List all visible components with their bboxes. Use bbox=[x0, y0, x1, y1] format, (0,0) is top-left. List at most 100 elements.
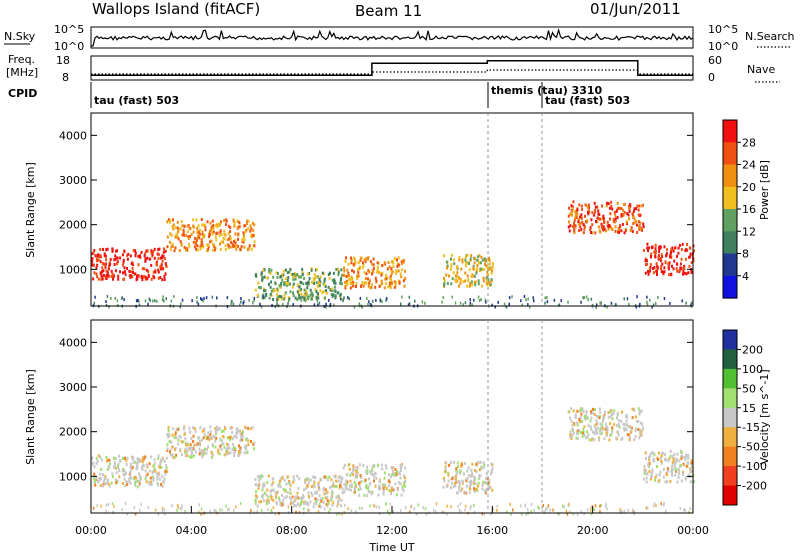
power-cell-891 bbox=[450, 264, 453, 268]
velocity-cell-816 bbox=[391, 465, 393, 469]
velocity-cell-678 bbox=[255, 490, 258, 494]
power-cell-1070 bbox=[568, 220, 570, 224]
power-cell-496 bbox=[282, 269, 285, 273]
power-cell-277 bbox=[235, 247, 238, 251]
power-cell-287 bbox=[170, 233, 173, 237]
power-cell-665 bbox=[276, 293, 279, 297]
power-cell-267 bbox=[172, 227, 175, 231]
velocity-cell-1078 bbox=[574, 416, 577, 420]
velocity-cell-274 bbox=[231, 431, 233, 435]
velocity-cell-627 bbox=[322, 488, 325, 492]
power-cell-896 bbox=[451, 277, 454, 281]
power-cell-1197 bbox=[602, 216, 605, 220]
velocity-cell-1452 bbox=[524, 503, 527, 507]
power-cell-476 bbox=[319, 289, 322, 293]
velocity-cell-97 bbox=[149, 480, 152, 484]
velocity-cell-1332 bbox=[651, 468, 654, 472]
velocity-cell-150 bbox=[141, 468, 144, 471]
power-cell-1319 bbox=[656, 265, 659, 269]
velocity-cell-319 bbox=[171, 445, 174, 449]
velocity-cell-654 bbox=[321, 497, 324, 501]
power-cell-511 bbox=[278, 295, 281, 298]
velocity-cell-242 bbox=[192, 454, 195, 458]
power-cell-770 bbox=[362, 264, 365, 268]
velocity-cell-1456 bbox=[270, 508, 272, 512]
power-cell-1576 bbox=[546, 300, 549, 304]
velocity-cell-502 bbox=[306, 484, 309, 488]
velocity-cell-1564 bbox=[627, 508, 629, 512]
velocity-cell-91 bbox=[99, 472, 102, 476]
power-cell-792 bbox=[374, 276, 377, 280]
velocity-cell-1471 bbox=[121, 508, 123, 511]
power-cell-372 bbox=[192, 240, 195, 244]
power-cell-1018 bbox=[632, 222, 635, 226]
power-cell-309 bbox=[247, 219, 250, 223]
velocity-cell-1277 bbox=[650, 477, 652, 481]
velocity-cell-1486 bbox=[561, 504, 564, 508]
power-cell-1346 bbox=[684, 249, 687, 253]
velocity-cell-1354 bbox=[676, 452, 679, 456]
power-cell-490 bbox=[328, 276, 331, 280]
velocity-cell-1369 bbox=[520, 504, 522, 508]
power-cell-725 bbox=[350, 261, 353, 265]
power-cell-1358 bbox=[655, 262, 658, 266]
velocity-cell-595 bbox=[258, 475, 261, 479]
power-cell-989 bbox=[443, 279, 446, 283]
power-cell-333 bbox=[229, 237, 232, 241]
power-cell-1443 bbox=[408, 295, 411, 299]
power-cell-450 bbox=[223, 219, 226, 222]
velocity-cell-1318 bbox=[674, 468, 677, 472]
power-cell-1298 bbox=[682, 270, 685, 274]
power-cell-1439 bbox=[116, 299, 119, 303]
velocity-cell-1385 bbox=[684, 508, 686, 512]
velocity-cell-868 bbox=[381, 463, 383, 467]
power-cell-331 bbox=[206, 220, 209, 224]
power-cell-1550 bbox=[544, 301, 546, 305]
velocity-cell-1114 bbox=[577, 431, 580, 435]
velocity-cell-305 bbox=[215, 432, 217, 436]
velocity-cell-1356 bbox=[680, 451, 683, 454]
power-cell-762 bbox=[354, 257, 356, 261]
power-cell-619 bbox=[286, 279, 289, 282]
velocity-cell-604 bbox=[288, 496, 291, 500]
velocity-cell-64 bbox=[123, 477, 126, 481]
velocity-cell-330 bbox=[209, 433, 212, 437]
velocity-cell-613 bbox=[325, 475, 328, 479]
velocity-cell-1296 bbox=[658, 479, 661, 482]
velocity-cell-600 bbox=[306, 477, 309, 481]
velocity-cell-228 bbox=[195, 443, 198, 447]
power-cell-1551 bbox=[464, 301, 467, 305]
power-cell-1135 bbox=[587, 212, 590, 216]
velocity-cell-1429 bbox=[200, 512, 202, 516]
velocity-cell-688 bbox=[339, 475, 342, 479]
power-cell-997 bbox=[445, 260, 448, 264]
power-cell-903 bbox=[445, 273, 448, 277]
power-cell-148 bbox=[157, 270, 160, 274]
power-cell-1165 bbox=[625, 220, 628, 224]
velocity-cell-1374 bbox=[124, 501, 127, 505]
velocity-ytick-label-3: 4000 bbox=[59, 336, 87, 349]
power-cell-724 bbox=[386, 267, 389, 271]
power-cell-966 bbox=[470, 275, 473, 278]
power-cell-257 bbox=[186, 224, 189, 228]
power-cell-178 bbox=[105, 269, 108, 273]
velocity-cell-802 bbox=[353, 488, 356, 492]
velocity-cell-10 bbox=[129, 481, 132, 485]
power-cell-673 bbox=[279, 275, 282, 278]
velocity-cell-1540 bbox=[213, 508, 216, 512]
nave-series bbox=[91, 69, 693, 75]
power-cell-141 bbox=[91, 263, 94, 267]
power-cell-1286 bbox=[677, 246, 680, 250]
velocity-cell-873 bbox=[369, 470, 371, 474]
velocity-cell-85 bbox=[117, 467, 120, 471]
velocity-cell-132 bbox=[118, 469, 121, 473]
velocity-cell-1392 bbox=[460, 509, 462, 513]
velocity-cell-673 bbox=[278, 499, 281, 502]
power-cell-1544 bbox=[240, 297, 242, 300]
velocity-cell-318 bbox=[198, 452, 201, 456]
velocity-cell-1395 bbox=[221, 508, 223, 512]
power-cell-164 bbox=[114, 254, 117, 258]
power-cell-59 bbox=[105, 258, 108, 262]
velocity-cell-1440 bbox=[552, 508, 554, 512]
velocity-cell-465 bbox=[266, 481, 269, 484]
